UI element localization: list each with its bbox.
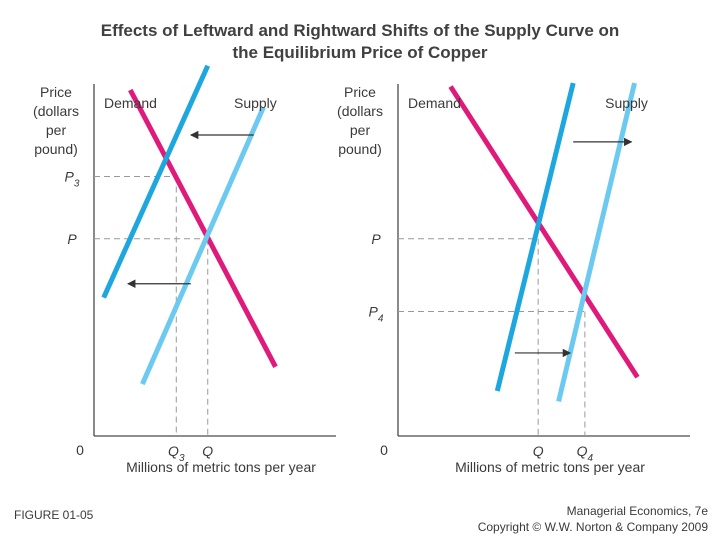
title-line-2: the Equilibrium Price of Copper [232,43,488,62]
supply-curve [140,106,266,386]
quantity-tick-label: Q [202,443,213,459]
supply-curve [101,64,211,299]
right-panel: Price (dollars per pound) Millions of metric… [337,82,690,475]
figure-id: FIGURE 01-05 [14,508,94,522]
copyright: Copyright © W.W. Norton & Company 2009 [477,520,708,534]
quantity-tick-label: Q [533,443,544,459]
y-axis-label-line: (dollars [337,103,383,119]
supply-curve [556,82,637,402]
y-axis-label-line: (dollars [33,103,79,119]
y-axis-label-line: Price [344,84,376,100]
title-line-1: Effects of Leftward and Rightward Shifts… [100,21,620,40]
origin-label: 0 [380,442,388,458]
price-tick-label: P4 [369,303,384,324]
supply-label: Supply [605,95,648,111]
y-axis-label-line: pound) [34,141,78,157]
demand-curve [448,85,640,379]
book-title: Managerial Economics, 7e [566,504,708,518]
figure-title: Effects of Leftward and Rightward Shifts… [0,20,720,64]
supply-curve [494,82,576,392]
left-panel: Price (dollars per pound) Millions of metric… [33,64,336,475]
demand-label: Demand [408,95,461,111]
y-axis-label-line: per [46,122,67,138]
price-tick-label: P [371,231,381,247]
demand-label: Demand [104,95,157,111]
origin-label: 0 [76,442,84,458]
x-axis-label: Millions of metric tons per year [455,459,645,475]
x-axis-label: Millions of metric tons per year [126,459,316,475]
price-tick-label: P3 [65,169,80,190]
footer-credits: Managerial Economics, 7e Copyright © W.W… [478,503,708,535]
price-tick-label: P [67,231,77,247]
y-axis-label-line: per [350,122,371,138]
y-axis-label-line: Price [40,84,72,100]
demand-curve [128,88,278,368]
supply-label: Supply [234,95,277,111]
y-axis-label-line: pound) [338,141,382,157]
